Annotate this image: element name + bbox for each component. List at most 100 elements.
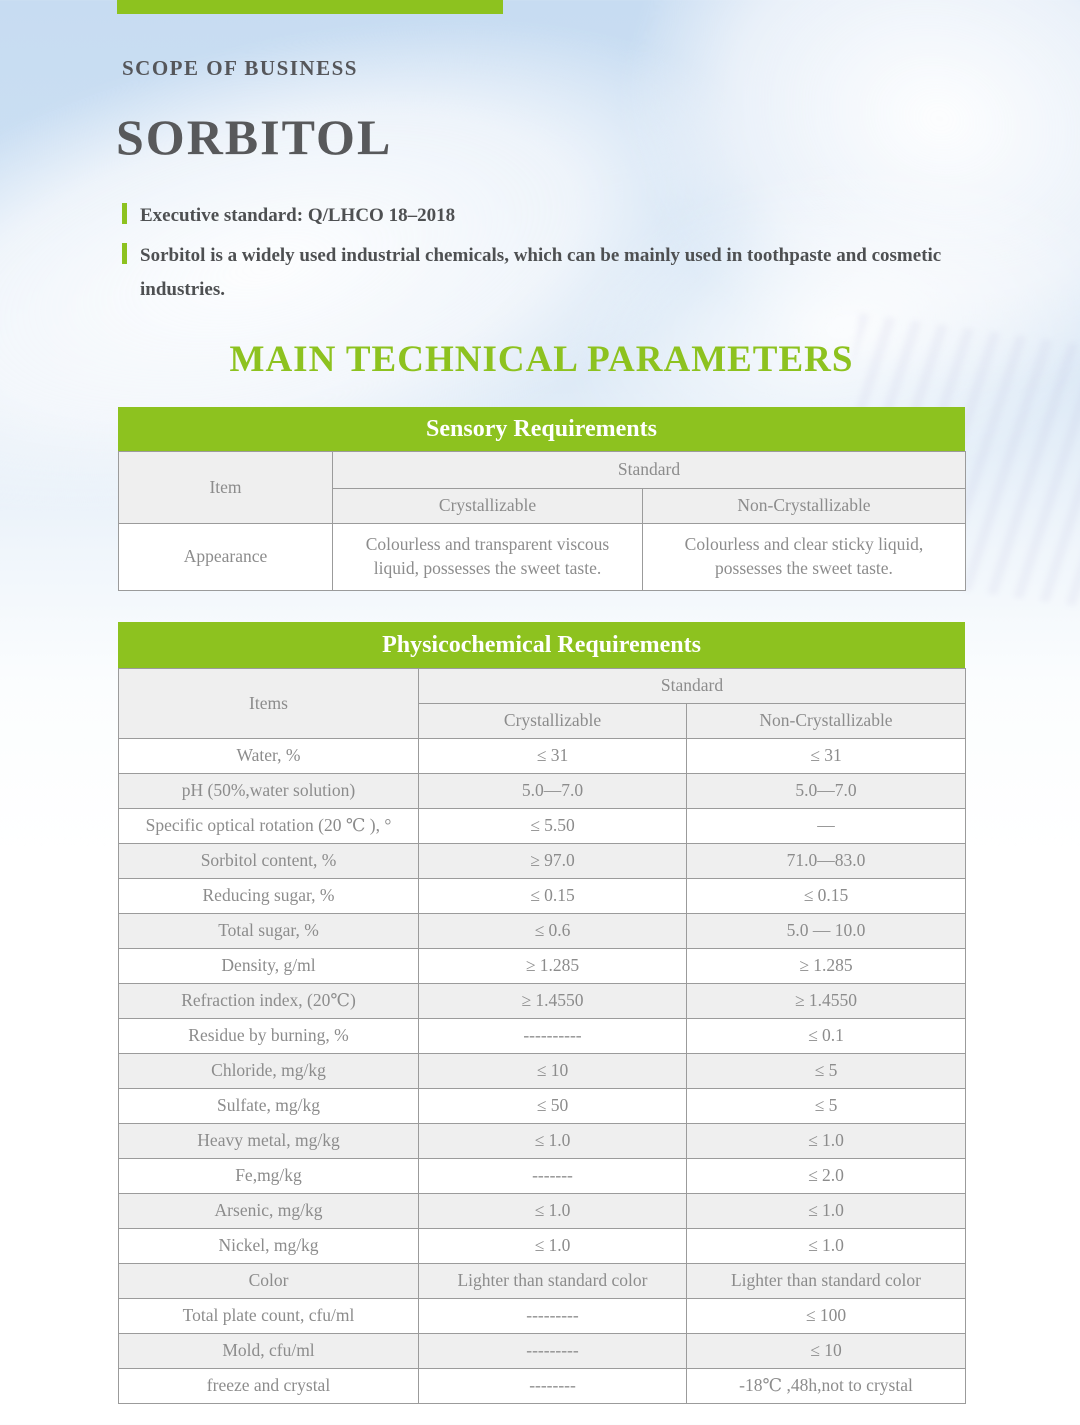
table-row: Heavy metal, mg/kg ≤ 1.0 ≤ 1.0 — [118, 1123, 966, 1159]
table-row: Density, g/ml ≥ 1.285 ≥ 1.285 — [118, 948, 966, 984]
crystallizable-cell: ≤ 1.0 — [418, 1228, 687, 1264]
crystallizable-cell: ≥ 1.4550 — [418, 983, 687, 1019]
crystallizable-cell: --------- — [418, 1298, 687, 1334]
intro-bullets: Executive standard: Q/LHCO 18–2018 Sorbi… — [122, 199, 958, 313]
item-cell: Refraction index, (20℃) — [118, 983, 419, 1019]
item-cell: Water, % — [118, 738, 419, 774]
non-crystallizable-cell: Lighter than standard color — [686, 1263, 966, 1299]
item-cell: Chloride, mg/kg — [118, 1053, 419, 1089]
crystallizable-cell: ≤ 0.15 — [418, 878, 687, 914]
sensory-requirements-table: Sensory Requirements Item Standard Cryst… — [118, 407, 966, 591]
non-crystallizable-cell: — — [686, 808, 966, 844]
executive-standard-text: Executive standard: Q/LHCO 18–2018 — [140, 205, 456, 226]
item-cell: pH (50%,water solution) — [118, 773, 419, 809]
item-cell: Density, g/ml — [118, 948, 419, 984]
bullet-accent-bar — [122, 243, 127, 264]
non-crystallizable-cell: ≤ 0.1 — [686, 1018, 966, 1054]
item-header-cell: Item — [118, 451, 333, 524]
crystallizable-cell: ≤ 1.0 — [418, 1193, 687, 1229]
table-row: freeze and crystal -------- -18℃ ,48h,not … — [118, 1368, 966, 1404]
page-title: SORBITOL — [116, 109, 393, 165]
non-crystallizable-cell: ≤ 10 — [686, 1333, 966, 1369]
crystallizable-cell: ≥ 97.0 — [418, 843, 687, 879]
table-row: Sulfate, mg/kg ≤ 50 ≤ 5 — [118, 1088, 966, 1124]
crystallizable-cell: ≤ 50 — [418, 1088, 687, 1124]
crystallizable-cell: ------- — [418, 1158, 687, 1194]
standard-header-cell: Standard — [332, 451, 966, 489]
table-subheader-row: Crystallizable Non-Crystallizable — [119, 488, 966, 524]
crystallizable-cell: ≤ 0.6 — [418, 913, 687, 949]
crystallizable-header-cell: Crystallizable — [332, 488, 643, 524]
table-row: Appearance Colourless and transparent vi… — [118, 523, 966, 591]
non-crystallizable-cell: ≤ 2.0 — [686, 1158, 966, 1194]
table-row: Mold, cfu/ml --------- ≤ 10 — [118, 1333, 966, 1369]
item-cell: freeze and crystal — [118, 1368, 419, 1404]
non-crystallizable-cell: 5.0 — 10.0 — [686, 913, 966, 949]
non-crystallizable-cell: ≤ 1.0 — [686, 1193, 966, 1229]
item-cell: Fe,mg/kg — [118, 1158, 419, 1194]
item-cell: Sulfate, mg/kg — [118, 1088, 419, 1124]
item-cell: Arsenic, mg/kg — [118, 1193, 419, 1229]
crystallizable-header-cell: Crystallizable — [418, 703, 687, 739]
bullet-description: Sorbitol is a widely used industrial che… — [122, 239, 958, 307]
non-crystallizable-cell: ≤ 0.15 — [686, 878, 966, 914]
crystallizable-cell: ≥ 1.285 — [418, 948, 687, 984]
non-crystallizable-cell: ≤ 31 — [686, 738, 966, 774]
non-crystallizable-cell: 5.0—7.0 — [686, 773, 966, 809]
item-cell: Appearance — [118, 523, 333, 591]
sensory-table-grid: Item Standard Crystallizable Non-Crystal… — [118, 451, 966, 591]
item-cell: Mold, cfu/ml — [118, 1333, 419, 1369]
table-row: Specific optical rotation (20 ℃ ), ° ≤ 5.… — [118, 808, 966, 844]
table-row: Fe,mg/kg ------- ≤ 2.0 — [118, 1158, 966, 1194]
physicochemical-requirements-table: Physicochemical Requirements Items Stand… — [118, 622, 966, 1404]
non-crystallizable-cell: ≤ 5 — [686, 1088, 966, 1124]
crystallizable-cell: -------- — [418, 1368, 687, 1404]
item-cell: Specific optical rotation (20 ℃ ), ° — [118, 808, 419, 844]
top-accent-bar — [117, 0, 503, 14]
crystallizable-cell: Colourless and transparent viscous liqui… — [332, 523, 643, 591]
non-crystallizable-cell: ≤ 1.0 — [686, 1123, 966, 1159]
item-cell: Reducing sugar, % — [118, 878, 419, 914]
table-header-row: Item Standard — [118, 451, 966, 524]
bullet-accent-bar — [122, 203, 127, 224]
items-header-cell: Items — [118, 668, 419, 739]
crystallizable-cell: --------- — [418, 1333, 687, 1369]
non-crystallizable-cell: ≥ 1.4550 — [686, 983, 966, 1019]
table-row: Refraction index, (20℃) ≥ 1.4550 ≥ 1.4550 — [118, 983, 966, 1019]
item-cell: Total plate count, cfu/ml — [118, 1298, 419, 1334]
crystallizable-cell: ≤ 1.0 — [418, 1123, 687, 1159]
non-crystallizable-cell: ≤ 5 — [686, 1053, 966, 1089]
non-crystallizable-cell: ≤ 100 — [686, 1298, 966, 1334]
product-description-text: Sorbitol is a widely used industrial che… — [140, 245, 942, 300]
item-cell: Total sugar, % — [118, 913, 419, 949]
crystallizable-cell: ≤ 5.50 — [418, 808, 687, 844]
crystallizable-cell: ---------- — [418, 1018, 687, 1054]
non-crystallizable-cell: ≤ 1.0 — [686, 1228, 966, 1264]
table-header-row: Items Standard — [118, 668, 966, 739]
item-cell: Sorbitol content, % — [118, 843, 419, 879]
table-row: Total plate count, cfu/ml --------- ≤ 100 — [118, 1298, 966, 1334]
physico-table-grid: Items Standard Crystallizable Non-Crysta… — [118, 668, 966, 1404]
non-crystallizable-cell: -18℃ ,48h,not to crystal — [686, 1368, 966, 1404]
table-row: Water, % ≤ 31 ≤ 31 — [118, 738, 966, 774]
standard-header-cell: Standard — [418, 668, 966, 704]
crystallizable-cell: ≤ 10 — [418, 1053, 687, 1089]
table-row: Color Lighter than standard color Lighter … — [118, 1263, 966, 1299]
sensory-table-title: Sensory Requirements — [118, 407, 965, 451]
crystallizable-cell: ≤ 31 — [418, 738, 687, 774]
non-crystallizable-header-cell: Non-Crystallizable — [686, 703, 966, 739]
physico-table-title: Physicochemical Requirements — [118, 622, 965, 668]
scope-of-business-label: SCOPE OF BUSINESS — [122, 56, 358, 80]
table-row: Nickel, mg/kg ≤ 1.0 ≤ 1.0 — [118, 1228, 966, 1264]
crystallizable-cell: Lighter than standard color — [418, 1263, 687, 1299]
item-cell: Heavy metal, mg/kg — [118, 1123, 419, 1159]
table-row: Reducing sugar, % ≤ 0.15 ≤ 0.15 — [118, 878, 966, 914]
non-crystallizable-cell: 71.0—83.0 — [686, 843, 966, 879]
non-crystallizable-cell: ≥ 1.285 — [686, 948, 966, 984]
table-row: Residue by burning, % ---------- ≤ 0.1 — [118, 1018, 966, 1054]
item-cell: Color — [118, 1263, 419, 1299]
bullet-executive-standard: Executive standard: Q/LHCO 18–2018 — [122, 199, 958, 233]
non-crystallizable-cell: Colourless and clear sticky liquid, poss… — [642, 523, 966, 591]
physico-table-body: Water, % ≤ 31 ≤ 31 pH (50%,water solution) 5… — [118, 738, 966, 1404]
table-row: Arsenic, mg/kg ≤ 1.0 ≤ 1.0 — [118, 1193, 966, 1229]
